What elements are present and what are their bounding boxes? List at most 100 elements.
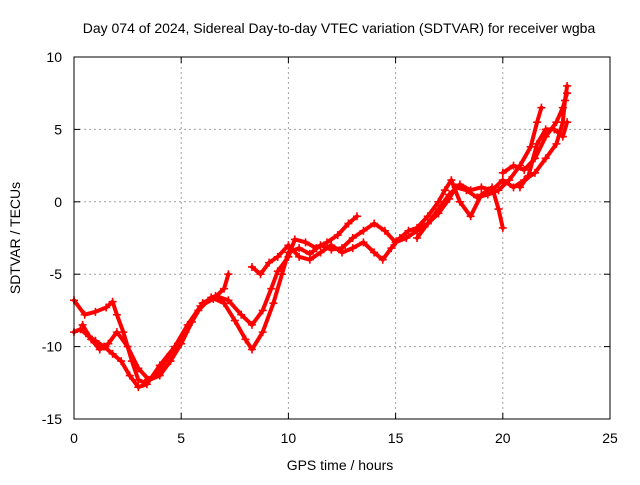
data-point [413,234,422,242]
data-point [312,244,321,253]
data-point [134,383,143,392]
data-point [112,310,121,319]
data-point [142,380,151,389]
x-tick-label: 0 [70,430,78,446]
data-point [247,320,256,329]
data-point [498,176,507,185]
data-point [563,89,572,98]
data-point [434,205,443,214]
data-point [247,345,256,354]
data-point [541,154,550,163]
data-point [477,190,486,199]
y-tick-label: -10 [42,339,62,355]
data-point [277,270,286,279]
data-point [466,186,475,195]
data-point [104,339,113,348]
data-point [187,317,196,326]
data-point [166,357,175,366]
y-tick-label: 10 [46,49,62,65]
axis-ticks [73,56,611,420]
data-point [269,299,278,308]
data-point [353,212,362,221]
data-point [211,291,220,300]
data-point [123,342,132,351]
data-point [509,161,518,170]
data-point [370,219,379,228]
data-point [284,252,293,261]
x-tick-label: 25 [602,430,618,446]
y-tick-label: -15 [42,411,62,427]
data-point [258,328,267,337]
x-tick-label: 15 [388,430,404,446]
data-point [520,165,529,174]
series-line-track-4 [250,178,505,277]
data-point [295,252,304,261]
data-point [338,248,346,257]
data-point [344,219,353,228]
y-axis-label: SDTVAR / TECUs [7,182,23,294]
data-point [256,270,265,279]
data-point [423,219,432,228]
data-point [284,241,293,250]
data-point [455,197,464,206]
data-point [95,345,104,354]
data-point [134,364,143,373]
data-point [455,180,464,189]
y-tick-label: 5 [54,121,62,137]
data-point [273,267,282,276]
data-point [488,186,497,195]
grid-lines [74,57,610,419]
data-point [333,231,342,240]
data-point [87,335,96,344]
series-track-6 [498,89,572,177]
data-point [273,252,282,261]
data-point [359,226,368,235]
data-point [515,183,524,192]
data-point [348,244,357,253]
data-point [550,125,559,134]
series-line-track-1 [72,105,544,385]
data-point [558,103,567,112]
data-point [301,238,310,247]
data-point [125,371,134,380]
y-tick-label: 0 [54,194,62,210]
data-point [102,303,111,312]
data-point [552,139,561,148]
data-point [434,197,443,206]
data-point [322,238,331,247]
data-series [70,81,572,392]
data-point [395,234,404,242]
data-point [198,299,207,308]
data-point [241,335,250,344]
data-point [265,258,274,267]
data-point [295,244,304,253]
data-point [290,235,299,244]
data-point [445,190,454,199]
x-axis-label: GPS time / hours [287,457,394,473]
data-point [80,310,89,319]
data-point [316,248,325,257]
data-point [108,297,117,306]
data-point [91,307,100,316]
chart-title: Day 074 of 2024, Sidereal Day-to-day VTE… [83,20,596,36]
data-point [220,284,229,293]
series-track-3 [78,212,362,384]
data-point [413,223,422,232]
data-point [145,375,154,384]
data-point [552,118,561,127]
x-tick-label: 20 [495,430,511,446]
data-point [258,306,267,315]
y-tick-label: -5 [50,266,63,282]
data-point [494,205,503,214]
data-point [498,168,507,177]
data-point [524,171,533,180]
plot-frame [73,56,611,420]
series-track-7 [515,118,572,192]
data-point [378,255,387,264]
data-point [537,103,546,112]
data-point [112,328,121,337]
data-point [155,361,164,370]
data-point [230,316,239,325]
